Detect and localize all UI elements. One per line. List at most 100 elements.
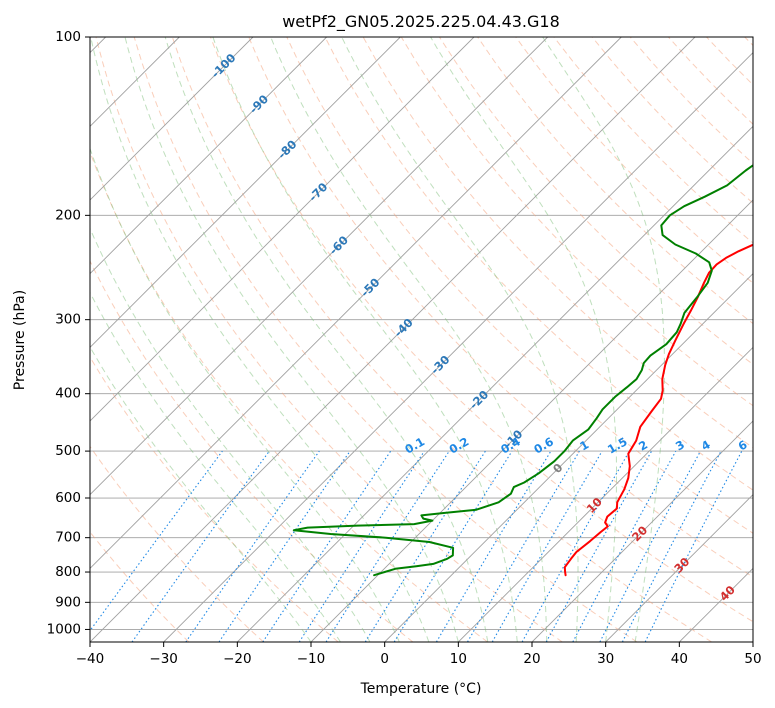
isotherm-line (752, 641, 753, 642)
y-axis-title: Pressure (hPa) (12, 290, 28, 390)
isotherm-line (163, 52, 753, 642)
x-tick-label: 20 (523, 651, 540, 667)
moist-adiabat (90, 147, 400, 642)
axis-ticks: −40 −30 −20 −10 0 10 20 30 40 50 100 200 300 400 500 60… (47, 29, 762, 667)
y-tick-label: 500 (55, 443, 81, 459)
moist-adiabat (90, 291, 341, 642)
x-tick-label: 40 (671, 651, 688, 667)
moist-adiabat (212, 37, 518, 642)
dry-adiabat (90, 531, 190, 642)
dry-adiabat (95, 37, 563, 642)
isotherm-label: -80 (275, 137, 300, 162)
dry-adiabat (171, 37, 712, 642)
mixing-ratio-line (393, 450, 513, 642)
isotherm-label: -50 (358, 275, 383, 300)
moist-adiabat (124, 37, 459, 642)
y-tick-label: 1000 (47, 621, 81, 637)
mixing-ratio-line (545, 450, 653, 642)
y-tick-label: 700 (55, 530, 81, 546)
moist-adiabat (430, 37, 617, 642)
dry-adiabat (90, 150, 488, 642)
moist-adiabat (270, 37, 548, 642)
dry-adiabat (668, 37, 753, 125)
moist-adiabat (341, 37, 579, 642)
x-tick-label: 30 (597, 651, 614, 667)
isotherm-label: -40 (391, 315, 416, 340)
dry-adiabat (591, 37, 753, 204)
dry-adiabat (744, 37, 753, 47)
x-tick-label: −30 (149, 651, 178, 667)
isotherm-line (310, 199, 753, 642)
dry-adiabat (90, 356, 339, 642)
x-tick-label: 10 (450, 651, 467, 667)
isotherm-line (90, 37, 475, 422)
y-tick-label: 900 (55, 594, 81, 610)
chart-title: wetPf2_GN05.2025.225.04.43.G18 (282, 12, 560, 32)
dry-adiabat (706, 37, 753, 86)
dry-adiabat (477, 37, 753, 325)
dry-adiabat (515, 37, 753, 284)
plot-area: -100-90-80-70-60-50-40-30-20-10010203040… (90, 37, 775, 642)
dry-adiabat (210, 37, 753, 623)
x-tick-label: 0 (380, 651, 389, 667)
mixing-ratio-label: 1.5 (605, 434, 630, 456)
mixing-ratio-line (435, 450, 552, 642)
moist-adiabat (90, 345, 312, 642)
isotherm-line (679, 567, 753, 642)
mixing-ratio-line (644, 450, 743, 642)
isotherm-label: -90 (247, 92, 272, 117)
moist-adiabat (90, 37, 430, 642)
x-tick-label: −40 (76, 651, 105, 667)
temperature-profile (563, 243, 753, 577)
mixing-ratio-label: 0.1 (402, 434, 427, 456)
dewpoint-profile (292, 164, 753, 577)
y-tick-label: 300 (55, 312, 81, 328)
x-axis-title: Temperature (°C) (360, 681, 482, 697)
mixing-ratio-label: 8 (761, 437, 775, 453)
isotherm-line (90, 37, 622, 569)
isotherm-line (90, 37, 696, 642)
mixing-ratio-label: 0.2 (447, 434, 472, 456)
isotherm-line (531, 420, 753, 642)
mixing-ratio-line (325, 450, 450, 642)
y-tick-label: 600 (55, 490, 81, 506)
isotherm-label: -100 (208, 51, 238, 81)
mixing-ratio-line (572, 450, 677, 642)
mixing-ratio-label: 0.6 (531, 434, 556, 456)
mixing-ratio-line (467, 450, 580, 642)
isotherm-line (605, 494, 753, 642)
isotherm-line (90, 37, 327, 275)
isotherm-label: 30 (671, 555, 692, 576)
isotherm-line (237, 125, 753, 642)
dry-adiabat (248, 37, 753, 578)
mixing-ratio-line (298, 450, 425, 642)
y-tick-label: 400 (55, 386, 81, 402)
dry-adiabat (324, 37, 753, 491)
x-tick-label: −10 (297, 651, 326, 667)
y-tick-label: 100 (55, 29, 81, 45)
dry-adiabat (90, 445, 264, 642)
mixing-ratio-line (218, 450, 351, 642)
y-tick-label: 200 (55, 207, 81, 223)
moist-adiabat (164, 37, 489, 642)
isotherm-line (458, 346, 753, 642)
x-tick-label: 50 (744, 651, 761, 667)
isotherm-line (384, 273, 753, 642)
moist-adiabat (90, 227, 371, 642)
dry-adiabat (90, 259, 414, 642)
dry-adiabat (286, 37, 753, 534)
isotherm-line (90, 37, 548, 496)
isotherm-label: -20 (467, 387, 492, 412)
x-tick-label: −20 (223, 651, 252, 667)
mixing-ratio-line (599, 450, 701, 642)
dry-adiabat (133, 37, 638, 642)
mixing-ratio-line (521, 450, 630, 642)
mixing-ratio-line (364, 450, 486, 642)
y-tick-label: 800 (55, 564, 81, 580)
isotherm-line (90, 37, 401, 348)
isotherm-line (90, 37, 254, 201)
mixing-ratio-line (262, 450, 392, 642)
mixing-ratio-line (90, 450, 223, 632)
mixing-ratio-line (185, 450, 320, 642)
